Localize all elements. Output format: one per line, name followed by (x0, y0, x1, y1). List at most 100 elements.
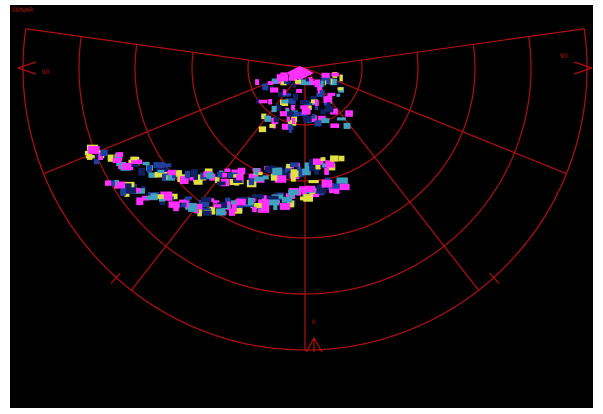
echo-cell (216, 208, 226, 215)
echo-cell (262, 83, 268, 90)
right-scale-label: 90 (560, 53, 568, 60)
echo-cell (254, 176, 263, 181)
echo-cell (203, 210, 212, 215)
echo-cell (293, 94, 298, 101)
echo-cell (330, 123, 339, 128)
echo-cell (280, 72, 287, 77)
echo-cell (281, 100, 288, 103)
echo-cell (321, 81, 324, 87)
echo-cell (339, 184, 349, 190)
echo-cell (147, 165, 152, 172)
echo-cell (160, 202, 166, 205)
echo-cell (268, 81, 274, 85)
echo-cell (224, 168, 230, 172)
echo-cell (264, 116, 271, 122)
echo-cell (291, 105, 295, 110)
echo-cell (288, 124, 292, 129)
echo-cell (321, 118, 329, 123)
title: SONAR (12, 7, 33, 14)
left-scale-label: 90 (42, 69, 50, 76)
echo-cell (283, 89, 286, 95)
echo-cell (311, 96, 317, 99)
echo-cell (324, 168, 329, 175)
echo-cell (238, 168, 246, 175)
echo-cell (337, 82, 340, 85)
echo-cell (292, 118, 295, 124)
echo-cell (138, 168, 145, 176)
echo-cell (87, 154, 92, 160)
echo-cell (186, 196, 192, 199)
echo-cell (291, 176, 296, 181)
echo-cell (315, 106, 318, 110)
echo-cell (105, 180, 111, 185)
echo-cell (331, 73, 339, 77)
echo-cell (315, 100, 319, 106)
echo-cell (170, 170, 176, 175)
echo-cell (259, 126, 266, 132)
echo-cell (255, 79, 259, 85)
echo-cell (330, 155, 339, 161)
echo-cell (290, 162, 299, 167)
echo-cell (296, 89, 302, 93)
echo-cell (322, 180, 333, 188)
echo-cell (315, 79, 320, 83)
echo-cell (269, 124, 274, 128)
echo-cell (278, 79, 281, 84)
echo-cell (282, 197, 293, 203)
echo-cell (274, 117, 279, 122)
echo-cell (206, 172, 213, 178)
echo-cell (191, 169, 198, 177)
echo-cell (344, 123, 351, 129)
echo-cell (185, 171, 190, 179)
echo-cell (181, 202, 186, 206)
echo-cell (232, 204, 237, 211)
echo-cell (108, 158, 113, 162)
echo-cell (143, 162, 150, 165)
sonar-screen: SONAR 90 90 0 (0, 0, 603, 414)
echo-cell (300, 100, 309, 104)
echo-cell (339, 156, 344, 162)
echo-cell (299, 186, 306, 192)
echo-cell (236, 175, 244, 181)
echo-cell (263, 175, 269, 179)
echo-cell (252, 207, 257, 212)
echo-cell (345, 110, 353, 116)
echo-cell (158, 170, 165, 173)
echo-cell (168, 201, 179, 207)
echo-cell (312, 114, 315, 119)
echo-cell (309, 180, 319, 183)
echo-cell (113, 158, 122, 163)
echo-cell (305, 186, 315, 192)
echo-cell (259, 100, 268, 104)
echo-cell (326, 79, 330, 84)
echo-cell (315, 120, 322, 126)
echo-cell (136, 197, 143, 205)
echo-cell (137, 160, 142, 165)
echo-cell (295, 80, 301, 84)
echo-cell (268, 199, 280, 205)
echo-cell (164, 163, 171, 167)
echo-cell (320, 109, 325, 114)
echo-cell (280, 203, 290, 210)
echo-cell (297, 167, 302, 171)
echo-cell (232, 169, 239, 172)
echo-cell (315, 165, 320, 170)
echo-cell (249, 178, 254, 185)
echo-cell (279, 105, 282, 109)
echo-cell (321, 157, 326, 161)
echo-cell (116, 182, 125, 189)
echo-cell (302, 108, 311, 114)
echo-cell (272, 106, 277, 112)
echo-cell (153, 162, 165, 168)
echo-cell (201, 197, 211, 202)
echo-cell (131, 164, 138, 167)
echo-cell (217, 182, 226, 186)
echo-cell (194, 180, 203, 185)
echo-cell (339, 75, 342, 82)
echo-cell (303, 116, 311, 122)
echo-cell (288, 190, 298, 195)
echo-cell (272, 168, 279, 175)
echo-cell (336, 177, 347, 183)
echo-cell (268, 99, 272, 105)
echo-cell (327, 93, 335, 96)
